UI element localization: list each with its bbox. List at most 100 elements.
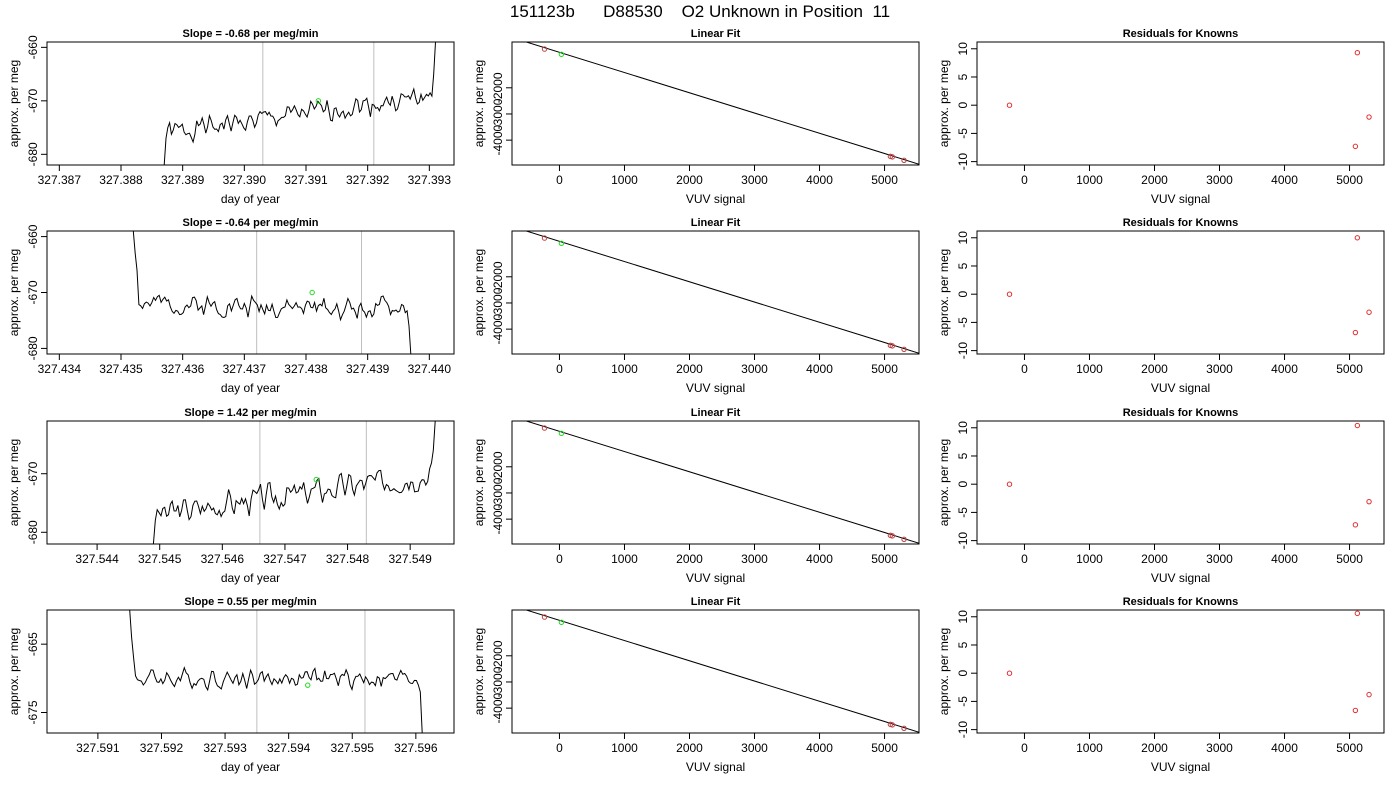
x-tick-label: 0 <box>556 362 563 376</box>
signal-line <box>132 231 412 354</box>
y-tick-label: -670 <box>26 88 40 112</box>
y-tick-label: 10 <box>956 231 970 245</box>
plot-frame <box>976 420 1385 545</box>
known-point <box>901 346 907 352</box>
x-tick-label: 327.544 <box>75 552 119 566</box>
known-point <box>901 536 907 542</box>
y-tick-label: 10 <box>956 42 970 56</box>
residual-point <box>1366 498 1372 505</box>
residual-point <box>1006 670 1013 676</box>
x-axis-label: VUV signal <box>1151 571 1210 585</box>
x-tick-label: 5000 <box>871 173 898 187</box>
panel-residuals-row-4: Residuals for Knowns VUV signal approx. pe… <box>937 596 1385 774</box>
fit-line <box>524 421 919 544</box>
residual-point <box>1354 50 1361 56</box>
x-tick-label: 327.392 <box>346 173 390 187</box>
x-tick-label: 4000 <box>1271 362 1298 376</box>
residual-point <box>1352 707 1359 714</box>
plot-area <box>524 421 919 544</box>
y-axis-label: approx. per meg <box>937 628 951 715</box>
panel-title: Residuals for Knowns <box>1123 596 1239 608</box>
y-tick-label: 5 <box>956 73 970 80</box>
residual-point <box>1354 610 1361 617</box>
x-tick-label: 1000 <box>1076 552 1103 566</box>
x-tick-label: 2000 <box>676 552 703 566</box>
y-tick-label: -665 <box>26 632 40 656</box>
x-tick-label: 1000 <box>611 362 638 376</box>
y-tick-label: 0 <box>956 670 970 677</box>
x-axis-label: VUV signal <box>1151 760 1210 774</box>
x-tick-label: 4000 <box>1271 741 1298 755</box>
y-axis-label: approx. per meg <box>472 60 486 147</box>
known-point <box>541 235 548 241</box>
x-tick-label: 2000 <box>676 741 703 755</box>
panel-fit-row-4: Linear Fit VUV signal approx. per meg 0 1000… <box>472 596 920 774</box>
y-tick-label: -3000 <box>491 477 505 508</box>
panel-title: Slope = 1.42 per meg/min <box>184 407 317 419</box>
signal-line <box>152 421 436 544</box>
x-axis-label: day of year <box>221 192 280 206</box>
y-tick-label: 0 <box>956 481 970 488</box>
residual-point <box>1352 143 1359 150</box>
y-tick-label: -4000 <box>491 313 505 344</box>
panel-slope-row-4: Slope = 0.55 per meg/min day of year appro… <box>7 596 455 774</box>
plot-area <box>1006 235 1372 336</box>
y-tick-label: -10 <box>956 342 970 360</box>
x-tick-label: 3000 <box>1206 173 1233 187</box>
panel-residuals-row-3: Residuals for Knowns VUV signal approx. pe… <box>937 407 1385 585</box>
plot-area <box>1006 610 1372 714</box>
y-tick-label: 10 <box>956 421 970 435</box>
x-tick-label: 0 <box>556 741 563 755</box>
plot-area <box>1006 422 1372 528</box>
x-tick-label: 2000 <box>676 362 703 376</box>
x-tick-label: 327.391 <box>284 173 328 187</box>
x-tick-label: 1000 <box>611 173 638 187</box>
x-tick-label: 327.387 <box>38 173 82 187</box>
panel-slope-row-1: Slope = -0.68 per meg/min day of year appr… <box>7 28 455 206</box>
residual-point <box>1352 522 1359 528</box>
y-tick-label: -5 <box>956 696 970 707</box>
x-tick-label: 327.393 <box>408 173 452 187</box>
x-tick-label: 327.438 <box>284 362 328 376</box>
panel-title: Linear Fit <box>691 217 741 229</box>
unknown-point <box>558 240 565 247</box>
x-tick-label: 5000 <box>871 741 898 755</box>
panel-title: Linear Fit <box>691 407 741 419</box>
x-tick-label: 3000 <box>741 173 768 187</box>
panel-slope-row-2: Slope = -0.64 per meg/min day of year appr… <box>7 217 455 395</box>
plot-frame <box>46 609 455 734</box>
panel-title: Residuals for Knowns <box>1123 217 1239 229</box>
x-tick-label: 3000 <box>741 552 768 566</box>
y-axis-label: approx. per meg <box>937 249 951 336</box>
unknown-average-point <box>309 289 315 296</box>
y-tick-label: 5 <box>956 641 970 648</box>
x-tick-label: 327.594 <box>267 741 311 755</box>
x-tick-label: 2000 <box>1141 362 1168 376</box>
x-tick-label: 3000 <box>741 741 768 755</box>
x-tick-label: 327.389 <box>161 173 205 187</box>
y-tick-label: -10 <box>956 153 970 171</box>
y-tick-label: -3000 <box>491 98 505 129</box>
x-tick-label: 5000 <box>1336 552 1363 566</box>
x-tick-label: 4000 <box>1271 173 1298 187</box>
residual-point <box>1366 309 1372 315</box>
plot-frame <box>511 609 920 734</box>
fit-line <box>524 610 919 733</box>
x-tick-label: 327.548 <box>326 552 370 566</box>
x-tick-label: 327.437 <box>223 362 267 376</box>
residual-point <box>1006 291 1013 297</box>
plot-frame <box>511 230 920 355</box>
residual-point <box>1354 235 1361 241</box>
plot-area <box>524 231 919 354</box>
y-axis-label: approx. per meg <box>7 628 21 715</box>
plot-area <box>152 421 436 544</box>
x-axis-label: VUV signal <box>686 381 745 395</box>
y-tick-label: -680 <box>26 336 40 360</box>
known-point <box>541 425 548 431</box>
unknown-point <box>558 430 565 436</box>
unknown-point <box>558 619 565 625</box>
x-tick-label: 4000 <box>806 552 833 566</box>
unknown-point <box>558 51 565 57</box>
